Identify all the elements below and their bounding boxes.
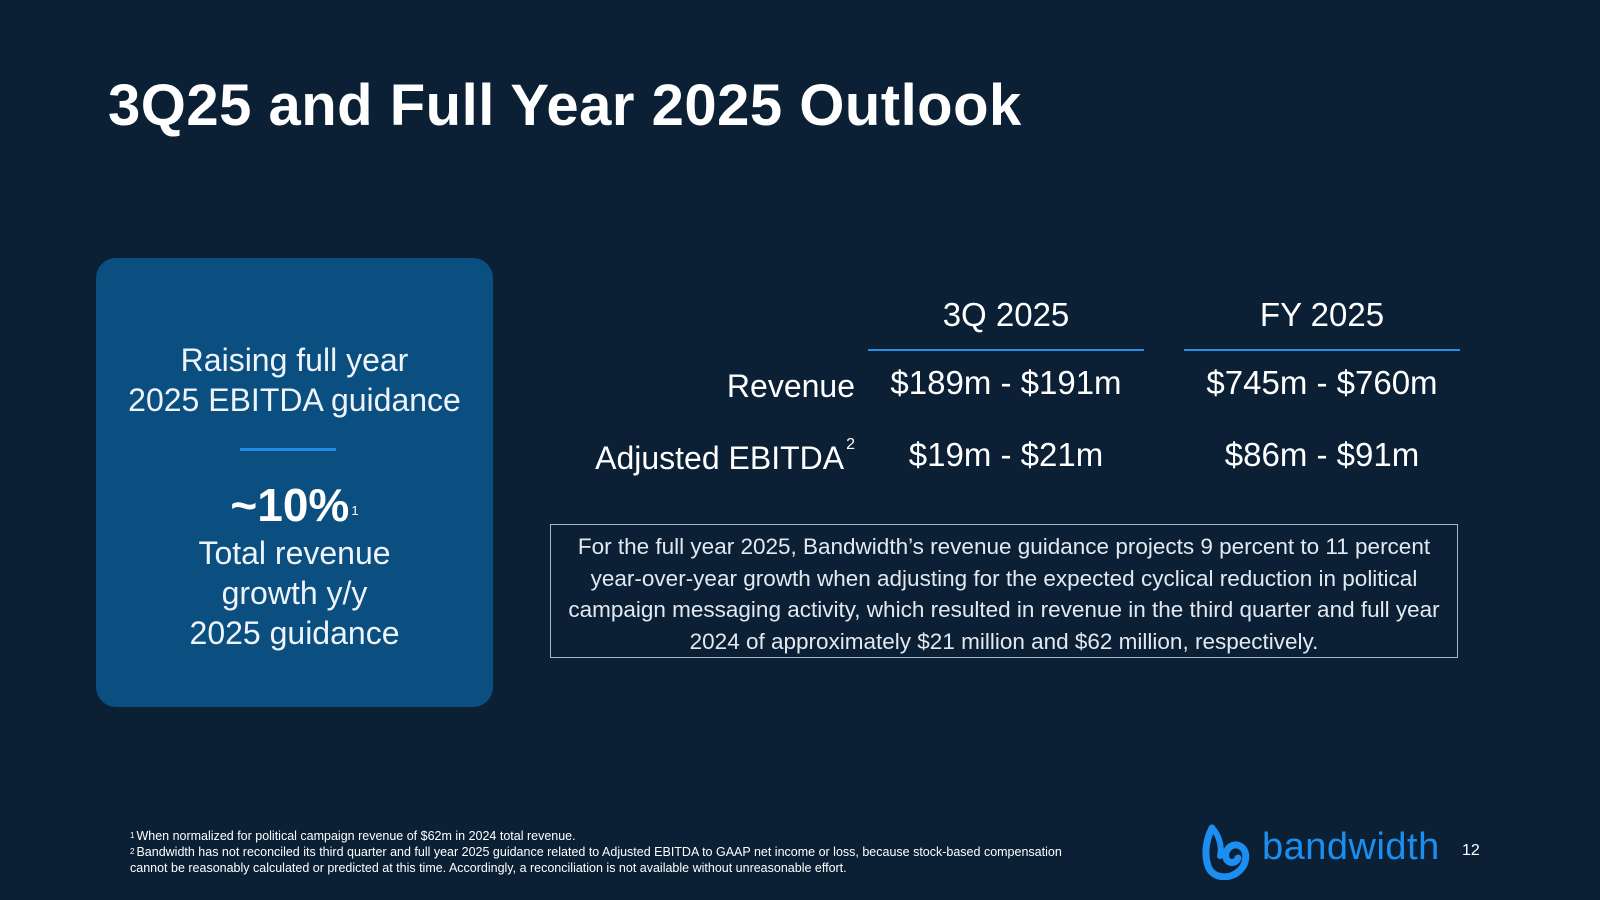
callout-divider (240, 448, 336, 451)
row-label-footnote-marker: 2 (846, 436, 855, 453)
footnote-marker: 1 (130, 831, 135, 840)
callout-description-line: Total revenue (198, 535, 391, 571)
column-header-underline (1184, 349, 1460, 351)
slide-title: 3Q25 and Full Year 2025 Outlook (108, 73, 1022, 138)
callout-description-line: growth y/y (221, 575, 368, 611)
column-header-underline (868, 349, 1144, 351)
guidance-note-text: For the full year 2025, Bandwidth’s reve… (568, 534, 1440, 654)
footnotes: 1 When normalized for political campaign … (130, 828, 1090, 876)
footnote-text: Bandwidth has not reconciled its third q… (130, 845, 1062, 875)
callout-description: Total revenue growth y/y 2025 guidance (96, 533, 493, 653)
callout-metric: ~10% 1 (96, 478, 493, 532)
page-number: 12 (1462, 842, 1480, 859)
cell-ebitda-3q-2025: $19m - $21m (908, 436, 1104, 473)
guidance-note-box: For the full year 2025, Bandwidth’s reve… (550, 524, 1458, 658)
footnote: 2 Bandwidth has not reconciled its third … (130, 844, 1090, 876)
guidance-callout-box: Raising full year 2025 EBITDA guidance ~… (96, 258, 493, 707)
footnote: 1 When normalized for political campaign … (130, 828, 1090, 844)
bandwidth-logo-icon (1202, 824, 1250, 880)
row-label-text: Adjusted EBITDA (595, 440, 845, 476)
callout-heading-line: 2025 EBITDA guidance (128, 382, 461, 418)
row-label-revenue: Revenue (727, 368, 855, 405)
cell-revenue-fy-2025: $745m - $760m (1206, 364, 1438, 401)
callout-heading-line: Raising full year (180, 342, 409, 378)
footnote-marker: 2 (130, 847, 135, 856)
callout-heading: Raising full year 2025 EBITDA guidance (96, 340, 493, 420)
row-label-text: Revenue (726, 368, 855, 404)
column-header-3q-2025: 3Q 2025 (942, 296, 1070, 333)
callout-metric-footnote-marker: 1 (351, 503, 359, 518)
callout-metric-value: ~10% (230, 479, 350, 531)
cell-revenue-3q-2025: $189m - $191m (890, 364, 1122, 401)
row-label-adjusted-ebitda: Adjusted EBITDA 2 (595, 436, 855, 477)
footnote-text: When normalized for political campaign r… (136, 829, 576, 843)
callout-description-line: 2025 guidance (189, 615, 400, 651)
bandwidth-logo: bandwidth (1202, 822, 1472, 882)
bandwidth-logo-text: bandwidth (1262, 826, 1440, 868)
cell-ebitda-fy-2025: $86m - $91m (1224, 436, 1420, 473)
column-header-fy-2025: FY 2025 (1259, 296, 1385, 333)
